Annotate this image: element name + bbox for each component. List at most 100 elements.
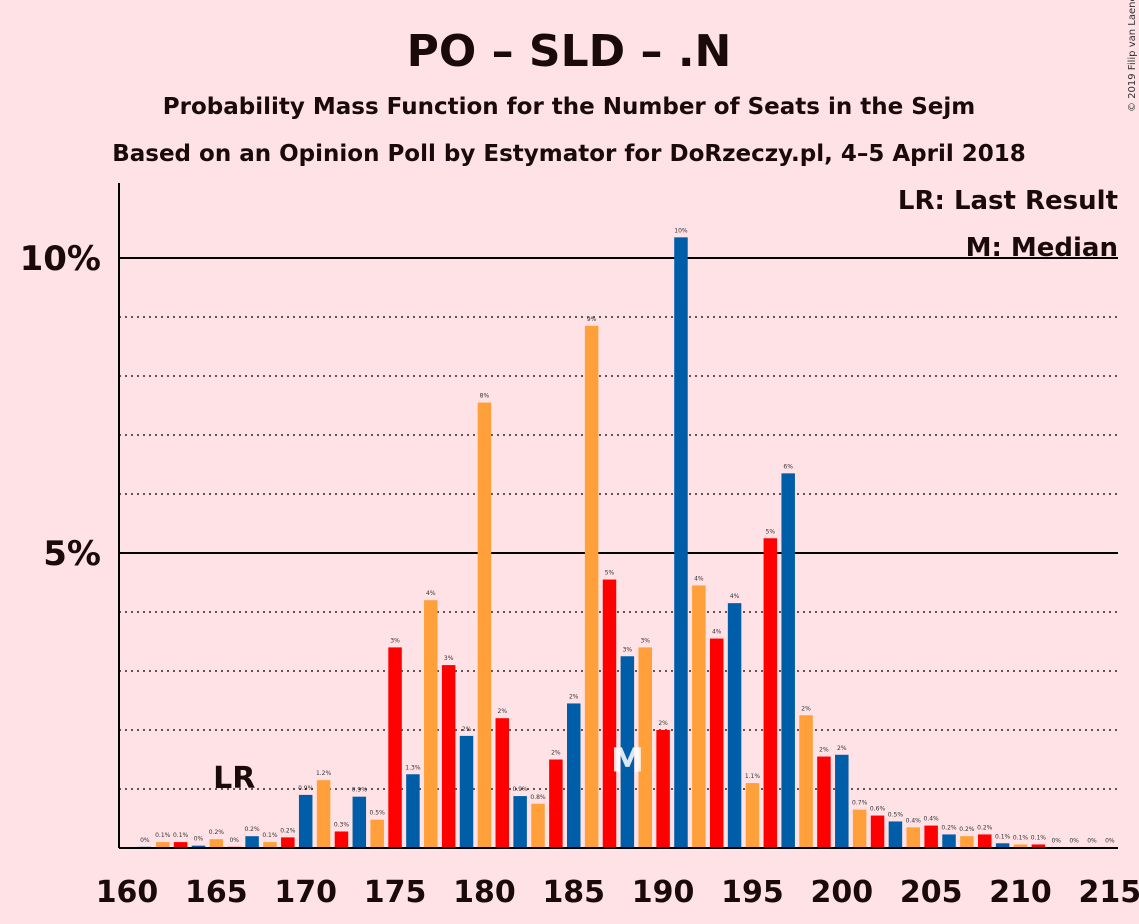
chart-title: PO – SLD – .N [407, 26, 732, 77]
bar-seat-196 [763, 538, 778, 848]
bar-seat-173 [352, 796, 367, 848]
bar-seat-203 [888, 821, 903, 848]
legend-last-result: LR: Last Result [898, 186, 1118, 216]
bar-seat-171 [316, 780, 331, 848]
x-tick-label: 165 [185, 875, 248, 910]
bar-label-seat-168: 0.1% [262, 832, 278, 839]
bar-label-seat-202: 0.6% [870, 806, 886, 813]
bar-seat-180 [477, 402, 492, 848]
bar-seat-205 [924, 825, 938, 848]
last-result-marker: LR [213, 761, 255, 796]
bar-seat-179 [459, 735, 474, 848]
bar-label-seat-167: 0.2% [244, 826, 260, 833]
bar-label-seat-163: 0.1% [173, 832, 189, 839]
bar-seat-162 [155, 842, 170, 848]
bar-label-seat-191: 10% [674, 227, 688, 234]
bar-label-seat-203: 0.5% [888, 811, 904, 818]
bar-label-seat-179: 2% [462, 726, 472, 733]
gridlines [119, 257, 1118, 790]
bar-seat-176 [406, 774, 420, 848]
bar-label-seat-192: 4% [694, 575, 704, 582]
bar-seat-165 [209, 839, 224, 848]
axes-group: 5% 10% 160 165 170 175 180 185 190 195 200 205 210 21… [20, 183, 1139, 910]
bar-label-seat-185: 2% [569, 693, 579, 700]
x-tick-label: 210 [989, 875, 1052, 910]
chart-subtitle-poll: Based on an Opinion Poll by Estymator fo… [112, 141, 1026, 167]
bar-seat-178 [441, 665, 456, 848]
bar-label-seat-182: 0.9% [513, 786, 529, 793]
bar-label-seat-199: 2% [819, 747, 829, 754]
bar-label-seat-183: 0.8% [530, 794, 546, 801]
bar-label-seat-180: 8% [480, 393, 490, 400]
bar-label-seat-161: 0% [140, 837, 150, 844]
y-tick-label: 10% [20, 239, 101, 279]
bar-label-seat-210: 0.1% [1013, 834, 1029, 841]
x-tick-label: 185 [542, 875, 605, 910]
bar-seat-185 [567, 703, 581, 848]
x-tick-label: 205 [900, 875, 963, 910]
x-tick-label: 195 [721, 875, 784, 910]
x-tick-label: 215 [1079, 875, 1139, 910]
bar-label-seat-211: 0.1% [1031, 834, 1047, 841]
bar-seat-206 [942, 834, 956, 848]
bar-seat-197 [781, 473, 795, 848]
x-tick-label: 170 [274, 875, 337, 910]
bar-label-seat-193: 4% [712, 629, 722, 636]
median-marker: M [611, 740, 644, 779]
bars-group [138, 237, 1117, 849]
bar-seat-195 [745, 783, 760, 848]
bar-label-seat-200: 2% [837, 745, 847, 752]
bar-seat-204 [906, 827, 921, 848]
x-tick-label: 190 [632, 875, 695, 910]
bar-seat-172 [334, 831, 349, 848]
y-tick-label: 5% [43, 534, 101, 574]
bar-seat-191 [674, 237, 688, 849]
bar-seat-163 [173, 842, 188, 848]
bar-seat-177 [424, 600, 438, 848]
bar-label-seat-184: 2% [551, 750, 561, 757]
bar-label-seat-174: 0.5% [370, 810, 386, 817]
bar-label-seat-170: 0.9% [298, 785, 314, 792]
bar-seat-190 [656, 730, 670, 848]
bar-label-seat-198: 2% [801, 705, 811, 712]
bar-label-seat-206: 0.2% [941, 824, 957, 831]
bar-seat-187 [602, 579, 617, 848]
bar-label-seat-215: 0% [1105, 837, 1115, 844]
bar-seat-192 [692, 585, 706, 848]
bar-label-seat-196: 5% [766, 528, 776, 535]
bar-label-seat-208: 0.2% [977, 824, 993, 831]
bar-label-seat-165: 0.2% [209, 829, 225, 836]
bar-seat-181 [495, 718, 510, 848]
bar-seat-207 [960, 836, 974, 848]
bar-seat-174 [370, 819, 384, 848]
bar-seat-183 [531, 803, 545, 848]
bar-seat-200 [835, 754, 849, 848]
bar-label-seat-166: 0% [229, 837, 239, 844]
bar-seat-189 [638, 647, 652, 848]
bar-seat-175 [388, 647, 402, 848]
x-tick-label: 180 [453, 875, 516, 910]
x-tick-label: 175 [364, 875, 427, 910]
bar-label-seat-187: 5% [605, 570, 615, 577]
bar-label-seat-186: 9% [587, 316, 597, 323]
bar-seat-168 [263, 842, 277, 848]
bar-seat-193 [709, 638, 724, 848]
bar-seat-169 [281, 837, 295, 848]
bar-label-seat-164: 0% [194, 836, 204, 843]
legend-median: M: Median [966, 233, 1118, 263]
bar-seat-182 [513, 796, 527, 848]
bar-seat-164 [191, 845, 206, 848]
bar-label-seat-172: 0.3% [334, 821, 350, 828]
bar-label-seat-197: 6% [783, 463, 793, 470]
bar-label-seat-212: 0% [1051, 837, 1061, 844]
bar-seat-209 [995, 843, 1010, 848]
bar-label-seat-213: 0% [1069, 837, 1079, 844]
bar-seat-201 [852, 809, 867, 848]
bar-seat-194 [727, 603, 742, 848]
bar-seat-208 [978, 834, 992, 848]
bar-label-seat-214: 0% [1087, 837, 1097, 844]
bar-label-seat-176: 1.3% [405, 764, 421, 771]
bar-label-seat-207: 0.2% [959, 826, 975, 833]
bar-seat-184 [549, 759, 563, 848]
